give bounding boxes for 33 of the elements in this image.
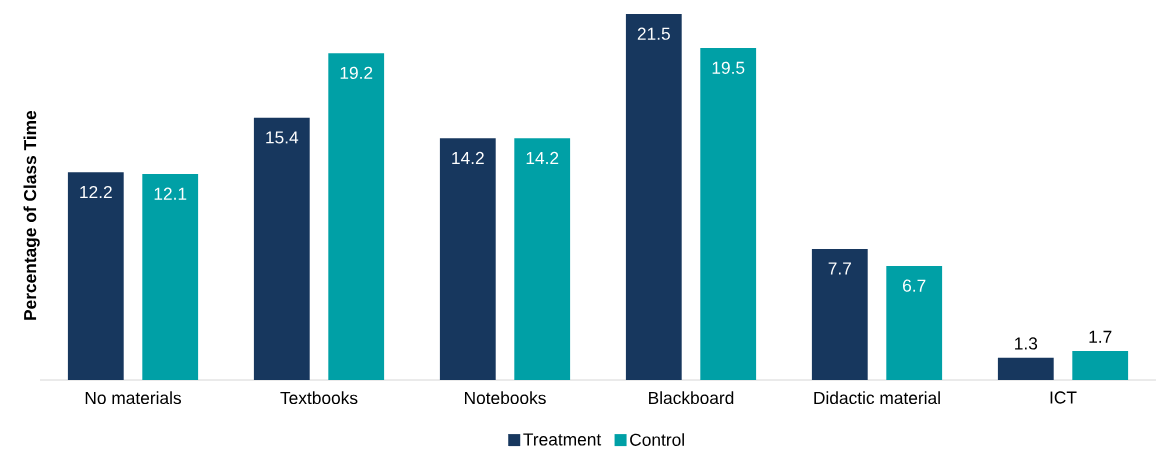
bar — [439, 138, 496, 380]
data-label: 15.4 — [266, 131, 299, 144]
data-label: 1.3 — [1015, 337, 1038, 350]
bar — [514, 138, 571, 380]
data-label: 14.2 — [452, 151, 484, 164]
bar — [886, 265, 943, 380]
bar — [67, 172, 124, 380]
x-tick-label: Didactic material — [814, 391, 940, 405]
bar — [1072, 351, 1129, 380]
data-label: 1.7 — [1089, 330, 1112, 343]
bar — [997, 357, 1054, 380]
data-label: 12.2 — [80, 185, 112, 199]
bar — [811, 248, 868, 380]
x-tick-label: No materials — [85, 391, 181, 405]
bar — [625, 14, 682, 380]
data-label: 7.7 — [828, 262, 851, 275]
x-tick-label: ICT — [1050, 391, 1077, 404]
data-label: 21.5 — [637, 27, 670, 40]
y-axis-title: Percentage of Class Time — [23, 110, 40, 320]
x-tick-label: Blackboard — [649, 391, 734, 405]
data-label: 12.1 — [154, 187, 187, 200]
data-label: 14.2 — [526, 151, 559, 164]
bar — [142, 174, 199, 380]
data-label: 19.5 — [712, 61, 745, 74]
x-tick-label: Textbooks — [280, 391, 358, 405]
bar — [328, 53, 385, 380]
bar — [253, 117, 310, 380]
legend-label: Control — [630, 433, 684, 446]
x-tick-label: Notebooks — [464, 391, 546, 405]
data-label: 19.2 — [340, 66, 373, 80]
data-label: 6.7 — [903, 279, 926, 292]
bar — [700, 48, 757, 380]
legend-label: Treatment — [523, 433, 602, 446]
